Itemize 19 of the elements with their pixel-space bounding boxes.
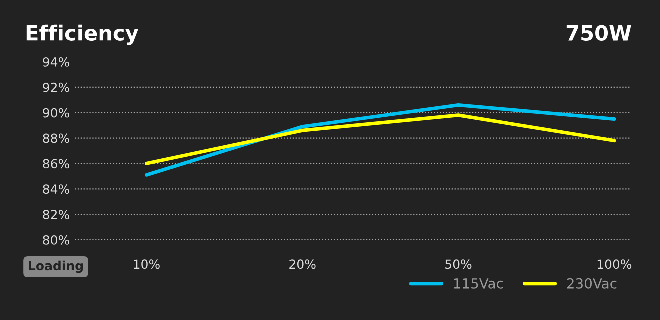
chart-subtitle: 750W bbox=[566, 25, 632, 42]
line-series bbox=[144, 103, 616, 177]
y-tick-label: 84% bbox=[43, 184, 70, 194]
y-tick-label: 92% bbox=[43, 82, 70, 92]
chart-title: Efficiency bbox=[26, 24, 139, 46]
x-axis-title: Loading bbox=[29, 260, 83, 274]
y-tick-label: 86% bbox=[43, 159, 70, 169]
y-tick-label: 80% bbox=[43, 235, 70, 245]
x-tick-label: 10% bbox=[134, 260, 160, 270]
line-series bbox=[144, 114, 616, 166]
x-tick-label: 20% bbox=[290, 260, 316, 270]
y-tick-label: 82% bbox=[43, 210, 70, 220]
x-tick-label: 100% bbox=[598, 260, 632, 270]
x-tick-label: 50% bbox=[446, 260, 472, 270]
legend-label: 230Vac bbox=[567, 278, 617, 289]
y-tick-label: 94% bbox=[43, 57, 70, 67]
y-tick-label: 88% bbox=[43, 134, 70, 144]
legend-label: 115Vac bbox=[454, 278, 504, 289]
y-tick-label: 90% bbox=[43, 108, 70, 118]
